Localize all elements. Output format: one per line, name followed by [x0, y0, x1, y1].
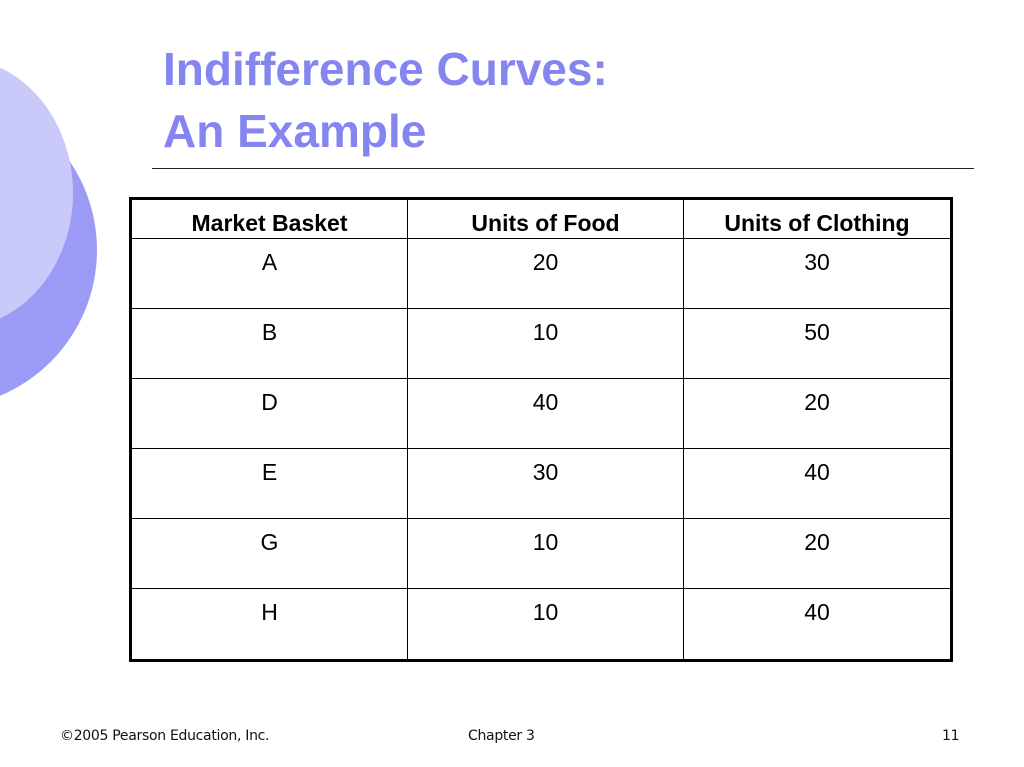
table-row: A 20 30	[130, 237, 952, 310]
table-row: B 10 50	[130, 308, 952, 380]
cell-food: 10	[407, 308, 684, 380]
decorative-circle-light	[0, 67, 73, 319]
slide-title: Indifference Curves: An Example	[163, 38, 608, 162]
cell-basket: A	[130, 237, 408, 310]
footer-page-number: 11	[942, 728, 960, 744]
title-divider	[152, 168, 974, 169]
cell-basket: B	[130, 308, 408, 380]
cell-food: 20	[407, 237, 684, 310]
market-basket-table: Market Basket Units of Food Units of Clo…	[129, 197, 953, 662]
cell-basket: E	[130, 448, 408, 520]
cell-clothing: 50	[683, 308, 952, 380]
cell-clothing: 40	[683, 448, 952, 520]
cell-food: 30	[407, 448, 684, 520]
title-line-2: An Example	[163, 105, 427, 157]
cell-clothing: 40	[683, 588, 952, 661]
table-header-row: Market Basket Units of Food Units of Clo…	[130, 198, 952, 239]
header-units-clothing: Units of Clothing	[683, 198, 952, 239]
table-row: H 10 40	[130, 588, 952, 661]
cell-basket: H	[130, 588, 408, 661]
cell-clothing: 20	[683, 378, 952, 450]
title-line-1: Indifference Curves:	[163, 43, 608, 95]
footer-copyright: ©2005 Pearson Education, Inc.	[60, 728, 270, 744]
cell-food: 40	[407, 378, 684, 450]
cell-clothing: 20	[683, 518, 952, 590]
cell-basket: G	[130, 518, 408, 590]
decorative-circles	[0, 67, 97, 396]
table-row: D 40 20	[130, 378, 952, 450]
cell-food: 10	[407, 588, 684, 661]
header-market-basket: Market Basket	[130, 198, 408, 239]
cell-basket: D	[130, 378, 408, 450]
table-row: G 10 20	[130, 518, 952, 590]
cell-food: 10	[407, 518, 684, 590]
footer-chapter: Chapter 3	[468, 728, 535, 744]
cell-clothing: 30	[683, 237, 952, 310]
header-units-food: Units of Food	[407, 198, 684, 239]
table-row: E 30 40	[130, 448, 952, 520]
